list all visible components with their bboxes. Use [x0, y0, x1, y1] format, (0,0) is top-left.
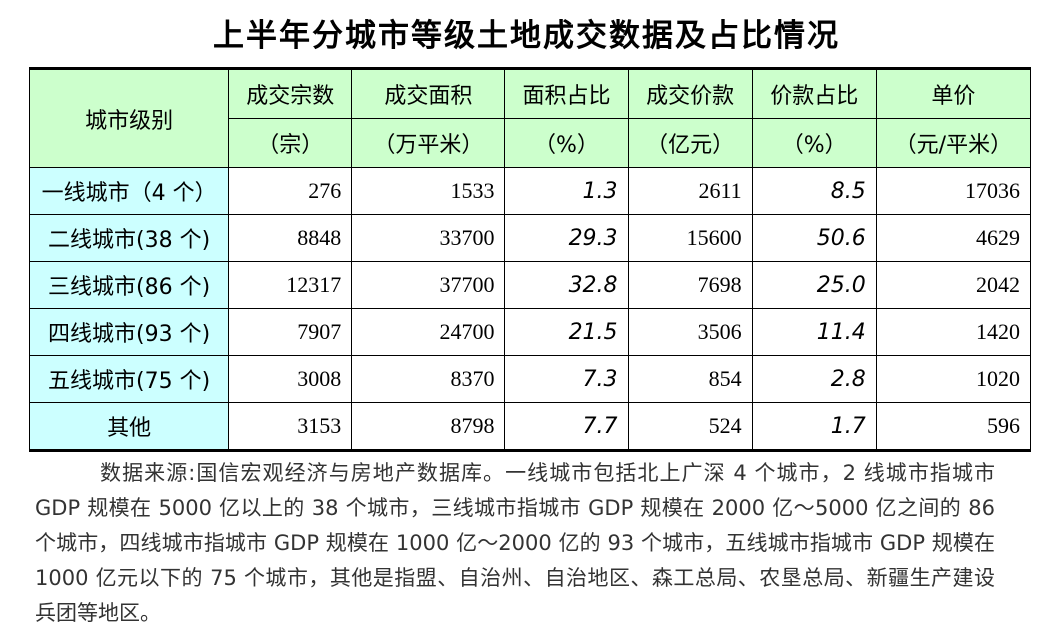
cell-price: 2611	[627, 167, 753, 215]
row-label: 三线城市(86 个)	[28, 261, 230, 309]
cell-count: 8848	[228, 214, 353, 262]
column-unit: （亿元）	[627, 118, 753, 168]
cell-price-pct: 11.4	[751, 308, 877, 356]
column-unit: （%）	[504, 118, 629, 168]
row-label: 四线城市(93 个)	[28, 308, 230, 356]
column-unit: （%）	[751, 118, 877, 168]
cell-area-pct: 29.3	[504, 214, 629, 262]
column-header: 单价	[875, 68, 1032, 119]
cell-unit-price: 1020	[875, 355, 1032, 403]
cell-area: 37700	[351, 261, 506, 309]
note-text: 数据来源:国信宏观经济与房地产数据库。一线城市包括北上广深 4 个城市，2 线城…	[35, 461, 995, 625]
cell-area: 8370	[351, 355, 506, 403]
cell-price: 524	[627, 402, 753, 451]
column-unit: （宗）	[228, 118, 353, 168]
column-header: 成交价款	[627, 68, 753, 119]
column-header: 面积占比	[504, 68, 629, 119]
row-label: 五线城市(75 个)	[28, 355, 230, 403]
column-unit: （元/平米）	[875, 118, 1032, 168]
cell-area: 24700	[351, 308, 506, 356]
table-title: 上半年分城市等级土地成交数据及占比情况	[213, 18, 840, 54]
land-transaction-table: 城市级别 成交宗数 成交面积 面积占比 成交价款 价款占比 单价 （宗） （万平…	[28, 67, 1032, 452]
row-label: 一线城市（4 个）	[28, 167, 230, 215]
cell-unit-price: 17036	[875, 167, 1032, 215]
cell-count: 12317	[228, 261, 353, 309]
column-header: 成交面积	[351, 68, 506, 119]
cell-count: 3153	[228, 402, 353, 451]
header-row-units: （宗） （万平米） （%） （亿元） （%） （元/平米）	[30, 118, 1032, 168]
cell-price-pct: 2.8	[751, 355, 877, 403]
cell-area-pct: 21.5	[504, 308, 629, 356]
cell-price: 15600	[627, 214, 753, 262]
cell-price: 854	[627, 355, 753, 403]
cell-area: 33700	[351, 214, 506, 262]
cell-area: 1533	[351, 167, 506, 215]
table-row: 一线城市（4 个） 276 1533 1.3 2611 8.5 17036	[28, 167, 1032, 215]
header-row-names: 城市级别 成交宗数 成交面积 面积占比 成交价款 价款占比 单价	[28, 68, 1032, 168]
cell-price: 7698	[627, 261, 753, 309]
row-label: 其他	[28, 402, 230, 451]
table-body: 一线城市（4 个） 276 1533 1.3 2611 8.5 17036 二线城市(38 个…	[28, 167, 1032, 451]
cell-price-pct: 8.5	[751, 167, 877, 215]
cell-price-pct: 25.0	[751, 261, 877, 309]
cell-price-pct: 50.6	[751, 214, 877, 262]
table-row: 三线城市(86 个) 12317 37700 32.8 7698 25.0 2042	[28, 261, 1032, 309]
cell-count: 3008	[228, 355, 353, 403]
source-note: 数据来源:国信宏观经济与房地产数据库。一线城市包括北上广深 4 个城市，2 线城…	[35, 456, 995, 631]
cell-price: 3506	[627, 308, 753, 356]
corner-header: 城市级别	[28, 68, 230, 168]
cell-area-pct: 7.7	[504, 402, 629, 451]
table-row: 四线城市(93 个) 7907 24700 21.5 3506 11.4 1420	[28, 308, 1032, 356]
cell-count: 7907	[228, 308, 353, 356]
cell-unit-price: 1420	[875, 308, 1032, 356]
cell-unit-price: 596	[875, 402, 1032, 451]
cell-count: 276	[228, 167, 353, 215]
cell-price-pct: 1.7	[751, 402, 877, 451]
cell-area: 8798	[351, 402, 506, 451]
row-label: 二线城市(38 个)	[28, 214, 230, 262]
table-row: 二线城市(38 个) 8848 33700 29.3 15600 50.6 4629	[28, 214, 1032, 262]
table-row: 五线城市(75 个) 3008 8370 7.3 854 2.8 1020	[28, 355, 1032, 403]
cell-area-pct: 1.3	[504, 167, 629, 215]
column-unit: （万平米）	[351, 118, 506, 168]
cell-area-pct: 7.3	[504, 355, 629, 403]
cell-unit-price: 4629	[875, 214, 1032, 262]
table-row: 其他 3153 8798 7.7 524 1.7 596	[28, 402, 1032, 451]
cell-unit-price: 2042	[875, 261, 1032, 309]
cell-area-pct: 32.8	[504, 261, 629, 309]
column-header: 价款占比	[751, 68, 877, 119]
column-header: 成交宗数	[228, 68, 353, 119]
